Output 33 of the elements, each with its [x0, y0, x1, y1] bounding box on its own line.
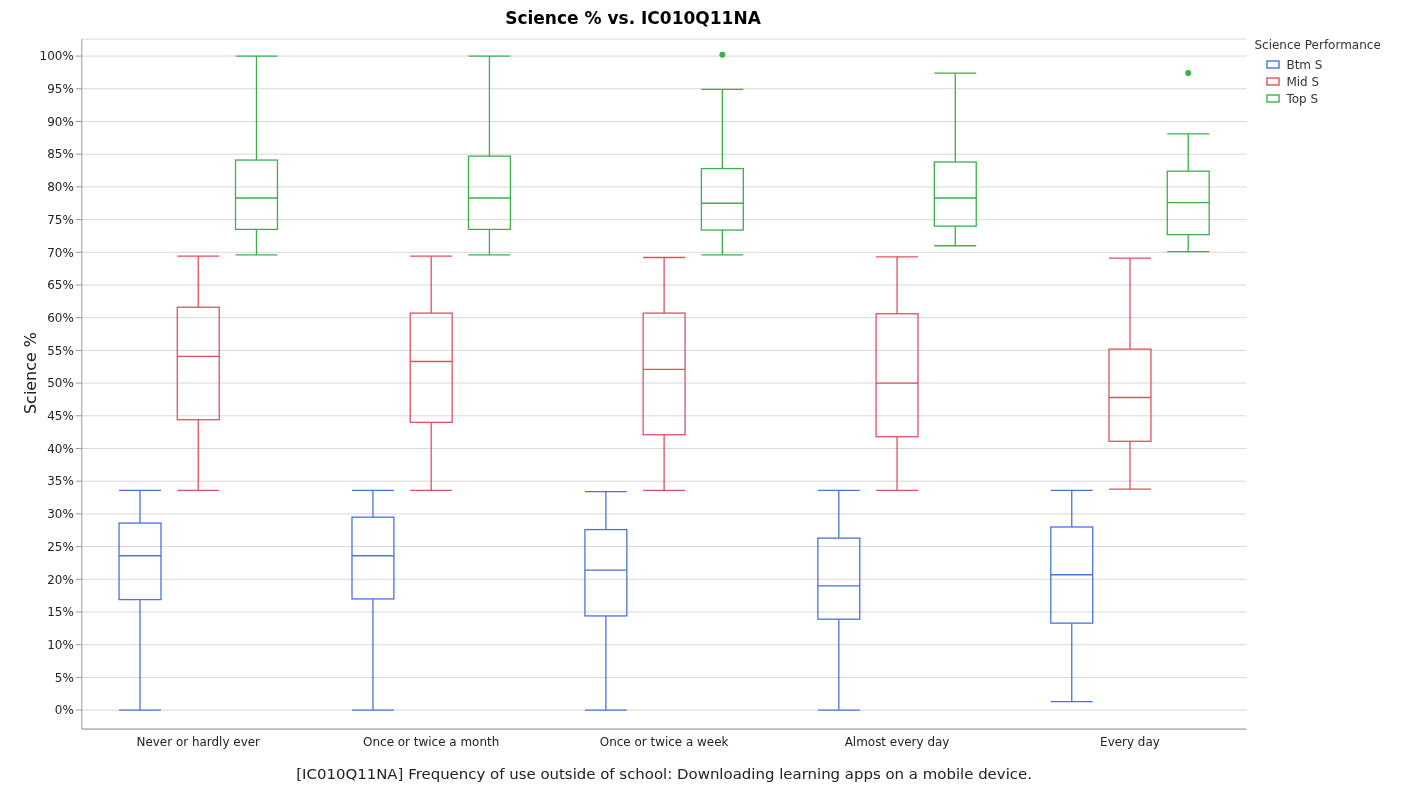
y-tick-label: 55% — [47, 343, 74, 358]
y-axis-title: Science % — [20, 331, 40, 414]
y-tick-label: 85% — [47, 147, 74, 162]
y-tick-label: 35% — [47, 474, 74, 489]
y-tick-label: 25% — [47, 539, 74, 554]
legend-label: Top S — [1286, 91, 1319, 106]
y-tick-label: 60% — [47, 310, 74, 325]
y-tick-label: 100% — [39, 49, 74, 64]
x-axis-title: [IC010Q11NA] Frequency of use outside of school: Downloading learning apps on a mobile device. — [296, 764, 1032, 783]
y-tick-label: 5% — [54, 670, 74, 685]
x-tick-label: Once or twice a month — [363, 734, 500, 749]
legend-title: Science Performance — [1254, 38, 1382, 52]
y-tick-label: 40% — [47, 441, 74, 456]
y-tick-label: 20% — [47, 572, 74, 587]
y-tick-label: 75% — [47, 212, 74, 227]
x-tick-label: Never or hardly ever — [136, 734, 261, 749]
chart-title: Science % vs. IC010Q11NA — [504, 8, 762, 30]
legend-label: Btm S — [1286, 57, 1323, 72]
y-tick-label: 65% — [47, 278, 74, 293]
y-tick-label: 90% — [47, 114, 74, 129]
y-tick-label: 10% — [47, 637, 74, 652]
y-tick-label: 80% — [47, 180, 74, 195]
x-tick-label: Once or twice a week — [599, 734, 729, 749]
legend-label: Mid S — [1286, 74, 1320, 89]
y-tick-label: 0% — [54, 703, 74, 718]
x-tick-label: Almost every day — [844, 734, 950, 749]
y-tick-label: 70% — [47, 245, 74, 260]
y-tick-label: 50% — [47, 376, 74, 391]
y-tick-label: 45% — [47, 409, 74, 424]
y-tick-label: 95% — [47, 82, 74, 97]
y-tick-label: 30% — [47, 507, 74, 522]
x-tick-label: Every day — [1100, 734, 1160, 749]
y-tick-label: 15% — [47, 605, 74, 620]
